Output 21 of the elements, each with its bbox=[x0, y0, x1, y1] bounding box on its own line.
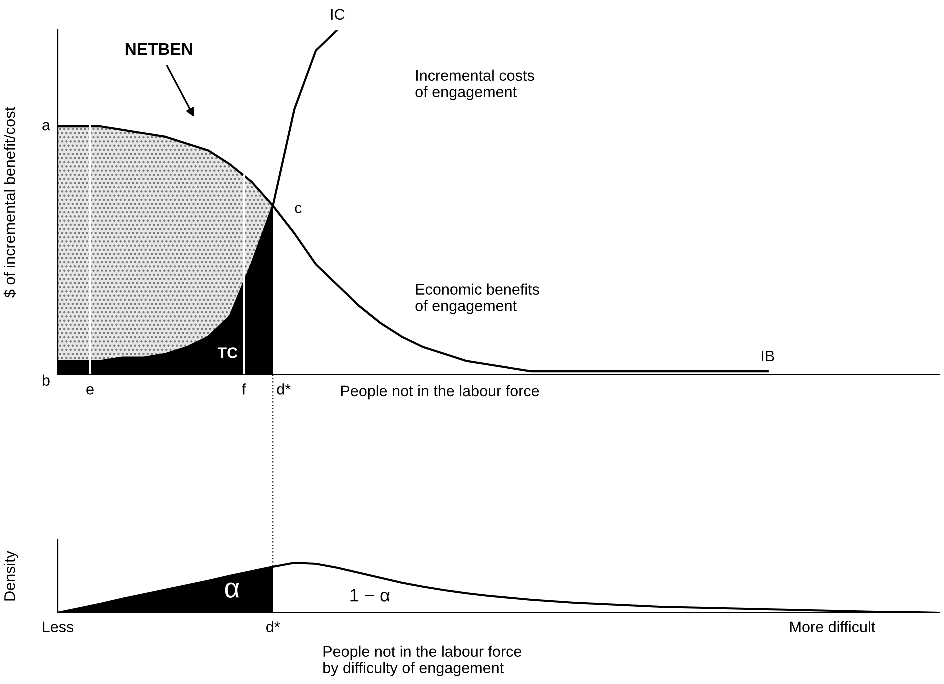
annotation: NETBEN bbox=[126, 44, 192, 56]
series-label: IB bbox=[762, 350, 774, 362]
text: f bbox=[242, 384, 246, 395]
x-tick-label: Less bbox=[43, 622, 74, 633]
y-axis-title: Density bbox=[4, 551, 18, 601]
annotation: Economic benefits of engagement bbox=[416, 284, 540, 314]
annotation: TC bbox=[218, 348, 238, 358]
y-axis-title: $ of incremental benefit/cost bbox=[4, 107, 16, 298]
annotation: α bbox=[225, 582, 240, 598]
annotation: c bbox=[295, 205, 302, 214]
text: e bbox=[86, 386, 94, 395]
annotation: Incremental costs of engagement bbox=[416, 70, 534, 101]
x-axis-title: People not in the labour force bbox=[341, 385, 540, 400]
x-tick-label: More difficult bbox=[790, 621, 876, 633]
annotation: 1 − α bbox=[350, 589, 390, 602]
text: b bbox=[42, 374, 50, 386]
text: a bbox=[42, 122, 50, 131]
x-axis-title: People not in the labour force by difficulty of engagement bbox=[324, 646, 522, 677]
text: d* bbox=[277, 384, 291, 395]
x-tick-label: d* bbox=[266, 621, 280, 633]
series-label: IC bbox=[331, 9, 345, 20]
